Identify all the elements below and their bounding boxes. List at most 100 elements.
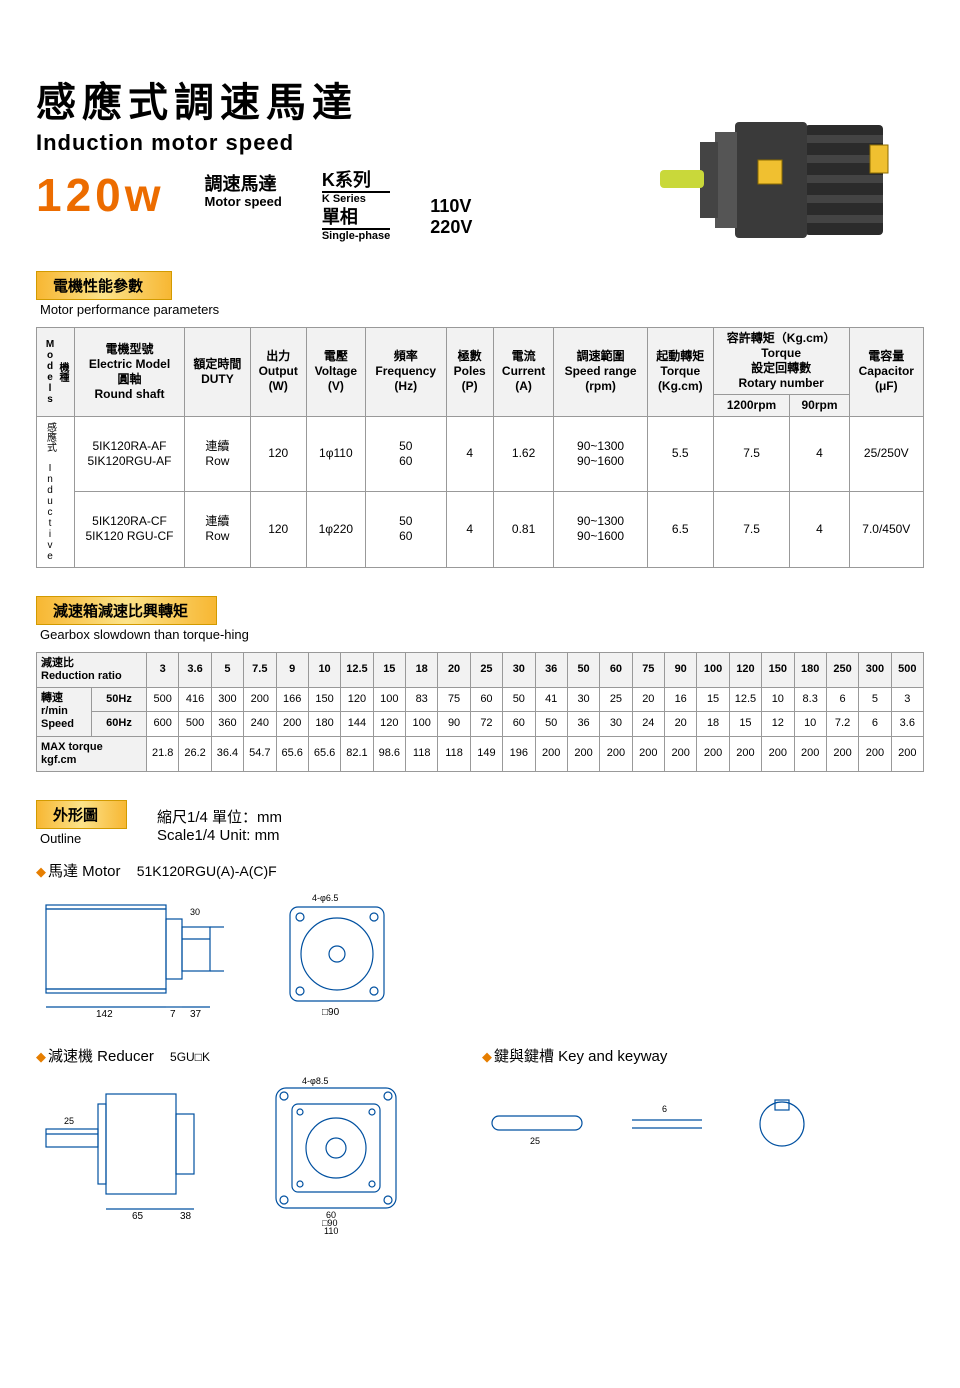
ratio-cell: 200 (632, 736, 664, 771)
ratio-cell: 416 (179, 688, 211, 712)
ratio-table: 減速比Reduction ratio 33.657.591012.5151820… (36, 652, 924, 772)
ratio-cell: 500 (179, 712, 211, 736)
ratio-cell: 30 (600, 712, 632, 736)
ratio-cell: 8.3 (794, 688, 826, 712)
reducer-label: ◆減速機 Reducer 5GU□K (36, 1045, 422, 1066)
svg-text:4-φ8.5: 4-φ8.5 (302, 1076, 328, 1086)
ratio-cell: 200 (794, 736, 826, 771)
ratio-cell: 250 (826, 652, 858, 687)
scale-en: Scale1/4 Unit: mm (157, 827, 282, 844)
section-outline-sub: Outline (40, 831, 127, 846)
ratio-cell: 30 (503, 652, 535, 687)
ratio-cell: 200 (762, 736, 794, 771)
ratio-cell: 16 (665, 688, 697, 712)
ratio-cell: 10 (762, 688, 794, 712)
ratio-cell: 65.6 (308, 736, 340, 771)
svg-text:30: 30 (190, 907, 200, 917)
ratio-cell: 200 (729, 736, 761, 771)
ratio-cell: 83 (406, 688, 438, 712)
svg-text:25: 25 (64, 1116, 74, 1126)
ratio-cell: 200 (535, 736, 567, 771)
ratio-cell: 15 (729, 712, 761, 736)
section-perf-sub: Motor performance parameters (40, 302, 924, 317)
ratio-cell: 60 (600, 652, 632, 687)
motor-drawing-front: 4-φ6.5 □90 (272, 889, 402, 1019)
ratio-cell: 15 (697, 688, 729, 712)
section-outline-badge: 外形圖 (36, 800, 127, 829)
ratio-cell: 120 (729, 652, 761, 687)
ratio-cell: 500 (147, 688, 179, 712)
svg-text:37: 37 (190, 1009, 202, 1019)
ratio-cell: 60 (470, 688, 502, 712)
ratio-cell: 300 (211, 688, 243, 712)
ratio-cell: 18 (406, 652, 438, 687)
ratio-cell: 200 (697, 736, 729, 771)
ratio-cell: 54.7 (244, 736, 276, 771)
ratio-cell: 5 (859, 688, 891, 712)
ratio-cell: 100 (406, 712, 438, 736)
volt-220: 220V (430, 217, 472, 238)
reducer-drawing-front: 4-φ8.5 60 □90 110 (262, 1074, 422, 1234)
ratio-cell: 6 (826, 688, 858, 712)
ratio-cell: 10 (308, 652, 340, 687)
ratio-cell: 120 (373, 712, 405, 736)
phase-cn: 單相 (322, 207, 390, 230)
ratio-cell: 118 (438, 736, 470, 771)
ratio-cell: 150 (762, 652, 794, 687)
section-perf-badge: 電機性能參數 (36, 271, 172, 300)
ratio-cell: 10 (794, 712, 826, 736)
svg-text:38: 38 (180, 1211, 192, 1222)
ratio-cell: 65.6 (276, 736, 308, 771)
ratio-cell: 12 (762, 712, 794, 736)
ratio-cell: 500 (891, 652, 923, 687)
ratio-cell: 200 (244, 688, 276, 712)
motor-label: ◆馬達 Motor 51K120RGU(A)-A(C)F (36, 860, 924, 881)
ratio-cell: 6 (859, 712, 891, 736)
ratio-cell: 196 (503, 736, 535, 771)
motor-illustration (660, 100, 900, 265)
svg-text:65: 65 (132, 1211, 144, 1222)
svg-text:6: 6 (662, 1104, 667, 1114)
ratio-cell: 12.5 (341, 652, 373, 687)
ratio-cell: 166 (276, 688, 308, 712)
svg-text:110: 110 (324, 1226, 338, 1234)
ratio-cell: 20 (665, 712, 697, 736)
ratio-cell: 30 (567, 688, 599, 712)
ratio-cell: 200 (826, 736, 858, 771)
ratio-cell: 90 (665, 652, 697, 687)
ratio-cell: 60 (503, 712, 535, 736)
ratio-cell: 200 (665, 736, 697, 771)
ratio-cell: 200 (276, 712, 308, 736)
phase-en: Single-phase (322, 230, 390, 243)
ratio-cell: 25 (600, 688, 632, 712)
ratio-cell: 50 (503, 688, 535, 712)
ratio-cell: 12.5 (729, 688, 761, 712)
ratio-cell: 100 (373, 688, 405, 712)
ratio-cell: 150 (308, 688, 340, 712)
motorspeed-en: Motor speed (205, 195, 282, 210)
section-ratio-badge: 減速箱減速比興轉矩 (36, 596, 217, 625)
ratio-cell: 149 (470, 736, 502, 771)
ratio-cell: 180 (308, 712, 340, 736)
ratio-cell: 200 (600, 736, 632, 771)
ratio-cell: 7.5 (244, 652, 276, 687)
ratio-cell: 200 (891, 736, 923, 771)
ratio-cell: 18 (697, 712, 729, 736)
ratio-cell: 75 (438, 688, 470, 712)
kseries-en: K Series (322, 193, 390, 206)
svg-text:142: 142 (96, 1009, 113, 1019)
ratio-cell: 15 (373, 652, 405, 687)
ratio-cell: 98.6 (373, 736, 405, 771)
ratio-cell: 240 (244, 712, 276, 736)
spec-row: 5IK120RA-CF5IK120 RGU-CF連續Row1201φ220506… (37, 492, 924, 568)
ratio-cell: 36 (535, 652, 567, 687)
svg-text:4-φ6.5: 4-φ6.5 (312, 893, 338, 903)
ratio-cell: 3.6 (179, 652, 211, 687)
ratio-cell: 20 (438, 652, 470, 687)
svg-text:□90: □90 (322, 1007, 340, 1018)
ratio-cell: 82.1 (341, 736, 373, 771)
wattage: 120w (36, 168, 165, 222)
key-label: ◆鍵與鍵槽 Key and keyway (482, 1045, 842, 1066)
ratio-cell: 21.8 (147, 736, 179, 771)
key-drawing: 25 6 (482, 1086, 842, 1166)
